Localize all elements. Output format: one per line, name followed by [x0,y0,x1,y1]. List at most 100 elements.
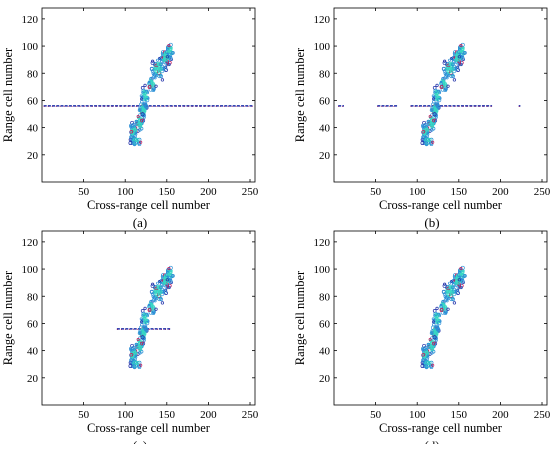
target-point [451,73,455,77]
target-point [451,62,455,67]
target-point [144,104,149,109]
target-point [153,76,157,80]
target-point [431,123,434,127]
target-point [168,269,172,273]
target-point [144,318,148,322]
x-tick-label: 250 [534,409,550,421]
y-tick-label: 100 [314,41,331,53]
x-tick-label: 200 [200,409,217,421]
target-point [158,66,163,70]
target-point [430,332,434,335]
target-point [420,141,425,145]
target-point [431,119,436,123]
target-point [171,51,175,55]
target-point [154,69,159,74]
target-point [147,80,151,84]
target-point [133,348,136,351]
target-point [450,280,453,283]
target-point [141,88,146,93]
target-point [439,303,443,307]
target-point [435,110,439,114]
target-point [143,83,147,87]
target-point [168,265,173,270]
x-tick-label: 150 [451,186,468,198]
target-point [431,342,436,346]
y-tick-label: 60 [319,318,331,330]
target-point [147,308,152,312]
target-point [456,51,460,55]
target-point [460,279,465,284]
target-point [428,337,432,341]
target-point [134,131,138,135]
target-point [156,58,160,62]
target-point [433,336,438,341]
target-point [426,354,430,358]
target-point [160,275,164,278]
target-point [450,289,455,293]
y-tick-label: 20 [27,373,39,385]
target-point [171,274,175,278]
target-point [460,46,464,50]
target-point [435,333,439,337]
target-point [421,353,426,357]
target-point [134,354,138,358]
target-point [436,318,440,322]
target-point [154,84,158,88]
x-tick-label: 50 [78,186,90,198]
target-point [463,51,467,55]
target-point [429,137,434,142]
target-point [426,355,430,359]
target-point [150,283,155,288]
target-point [443,82,448,86]
target-point [154,307,158,311]
target-point [447,296,451,300]
target-point [437,321,442,326]
target-point [459,272,462,276]
x-tick-label: 100 [117,409,134,421]
target-point [151,71,156,76]
target-point [446,307,450,311]
target-point [455,277,460,282]
target-point [439,308,444,312]
y-tick-label: 60 [319,95,331,107]
target-point [443,294,448,299]
y-tick-label: 80 [319,291,331,303]
target-point [139,342,144,346]
target-point [140,97,143,101]
target-point [143,110,147,114]
target-point [158,57,161,60]
target-point [152,88,156,92]
target-point [445,299,449,303]
y-axis-label: Range cell number [293,270,307,365]
target-point [421,123,425,128]
target-point [139,140,143,144]
y-tick-label: 80 [27,291,39,303]
target-point [151,294,156,299]
x-tick-label: 250 [242,186,259,198]
target-point [160,52,164,55]
target-point [159,296,163,300]
target-point [454,289,460,294]
target-point [426,342,431,347]
target-point [430,109,434,112]
target-point [436,327,441,332]
target-point [160,78,165,82]
target-point [140,320,143,324]
target-point [167,272,170,276]
target-point [154,289,158,293]
target-point [137,137,142,142]
target-point [423,355,427,358]
plot-frame [41,230,256,406]
target-point [456,274,460,278]
target-point [168,272,171,276]
target-point [131,355,135,358]
target-point [435,83,439,87]
target-point [459,49,462,53]
target-point [436,104,441,109]
y-axis-label: Range cell number [293,47,307,142]
target-point [427,360,432,366]
target-point [151,82,156,86]
y-tick-label: 100 [314,264,331,276]
target-point [425,137,429,142]
